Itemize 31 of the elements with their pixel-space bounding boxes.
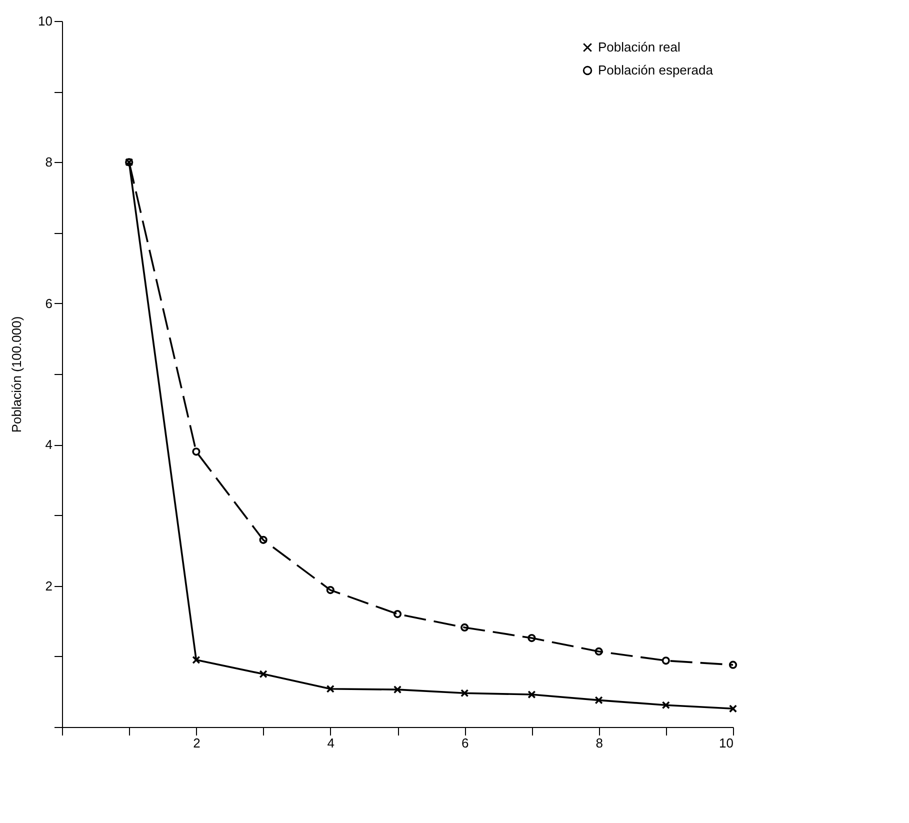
- point: [192, 448, 200, 456]
- point: [594, 696, 603, 704]
- point: [662, 701, 670, 710]
- y-tick-label: 10: [38, 14, 52, 28]
- x-tick-label: 10: [719, 736, 734, 750]
- point: [259, 536, 268, 544]
- x-tick-label: 4: [327, 736, 335, 750]
- y-axis-title: Población (100.000): [9, 316, 24, 433]
- point: [528, 634, 536, 642]
- y-tick-label: 2: [45, 578, 52, 594]
- y-tick-label: 4: [45, 437, 52, 452]
- point: [326, 586, 334, 594]
- point: [728, 660, 738, 669]
- point: [528, 690, 536, 699]
- x-tick-label: 8: [596, 736, 603, 750]
- x-tick-label: 6: [461, 736, 469, 750]
- point: [326, 684, 334, 693]
- legend-label: Población real: [598, 40, 680, 54]
- point: [662, 656, 670, 665]
- point: [393, 610, 402, 618]
- point: [192, 656, 200, 664]
- y-tick-label: 8: [45, 154, 52, 170]
- x-tick-label: 2: [193, 736, 200, 750]
- point: [460, 623, 469, 632]
- y-tick-label: 6: [45, 296, 52, 311]
- point: [393, 686, 402, 694]
- point: [259, 670, 268, 678]
- point: [728, 704, 738, 713]
- point: [460, 689, 469, 698]
- point: [594, 647, 603, 656]
- legend-label: Población esperada: [598, 62, 714, 78]
